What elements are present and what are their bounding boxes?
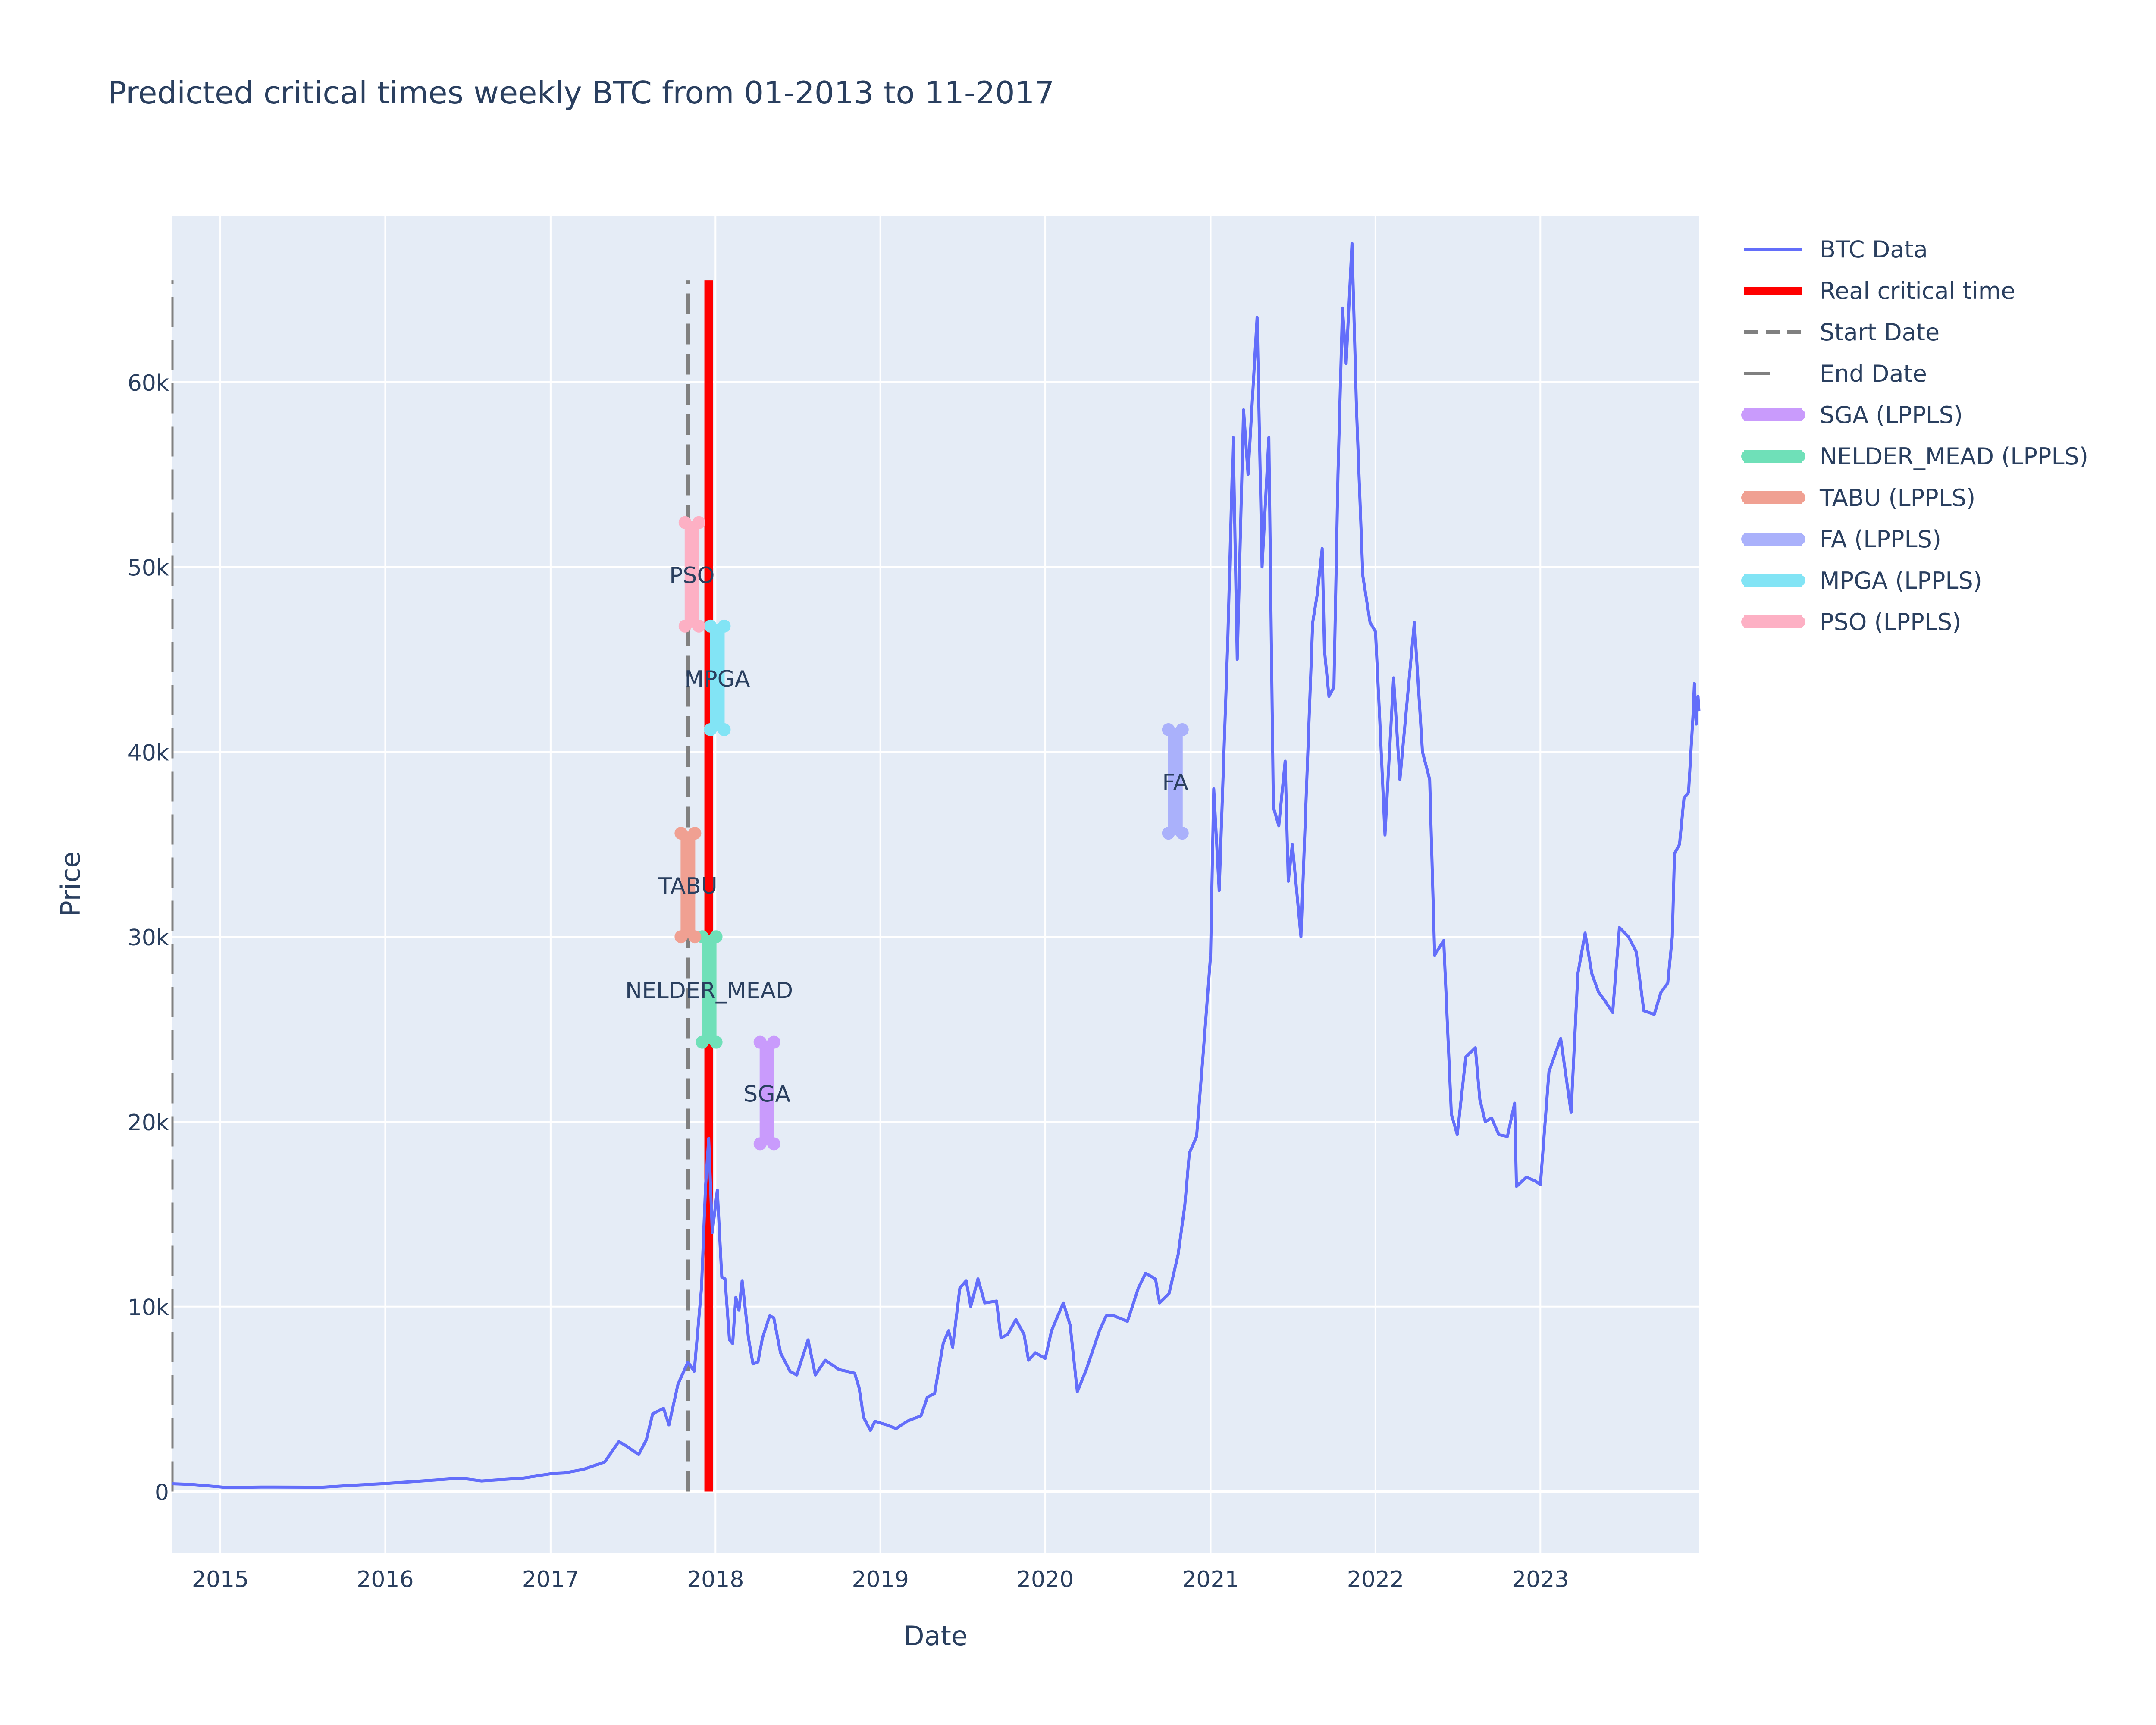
predictions: SGA NELDER_MEAD TABU FA MPGA PSO bbox=[625, 516, 1189, 1151]
prediction-marker bbox=[753, 1035, 767, 1049]
legend-marker bbox=[1794, 533, 1805, 545]
legend-marker bbox=[1741, 409, 1752, 420]
legend-label: Start Date bbox=[1820, 319, 1940, 346]
prediction-marker bbox=[1162, 723, 1175, 736]
btc-data-line bbox=[172, 242, 1701, 1489]
legend-item: TABU (LPPLS) bbox=[1741, 484, 1975, 511]
legend-marker bbox=[1794, 409, 1805, 420]
x-tick-label: 2023 bbox=[1512, 1567, 1569, 1593]
x-tick-label: 2017 bbox=[522, 1567, 579, 1593]
prediction-label: FA bbox=[1162, 770, 1188, 796]
legend-marker bbox=[1741, 575, 1752, 586]
x-axis-ticks: 2015 2016 2017 2018 2019 2020 2021 2022 2023 bbox=[192, 1567, 1569, 1593]
y-tick-label: 0 bbox=[155, 1480, 169, 1506]
legend-marker bbox=[1794, 451, 1805, 462]
prediction-marker bbox=[709, 930, 723, 944]
legend-item: PSO (LPPLS) bbox=[1741, 608, 1961, 636]
prediction-marker bbox=[718, 619, 731, 633]
legend-marker bbox=[1741, 492, 1752, 503]
prediction-fa: FA bbox=[1162, 723, 1189, 840]
grid bbox=[172, 216, 1699, 1552]
prediction-label: NELDER_MEAD bbox=[625, 978, 793, 1004]
prediction-marker bbox=[674, 827, 688, 840]
x-tick-label: 2019 bbox=[852, 1567, 909, 1593]
prediction-pso: PSO bbox=[669, 516, 714, 633]
prediction-marker bbox=[692, 516, 705, 529]
x-tick-label: 2016 bbox=[357, 1567, 414, 1593]
legend-item: MPGA (LPPLS) bbox=[1741, 567, 1982, 594]
legend-item: BTC Data bbox=[1744, 236, 1928, 263]
y-tick-label: 40k bbox=[128, 740, 169, 766]
prediction-marker bbox=[718, 723, 731, 736]
y-tick-label: 10k bbox=[128, 1295, 169, 1321]
legend-label: BTC Data bbox=[1820, 236, 1928, 263]
prediction-marker bbox=[696, 1035, 709, 1049]
prediction-mpga: MPGA bbox=[684, 619, 750, 736]
x-axis-label: Date bbox=[904, 1620, 968, 1652]
plot-area bbox=[172, 216, 1699, 1552]
prediction-label: SGA bbox=[743, 1082, 790, 1107]
legend-marker bbox=[1794, 575, 1805, 586]
prediction-marker bbox=[678, 619, 692, 633]
prediction-marker bbox=[1162, 827, 1175, 840]
prediction-marker bbox=[1175, 723, 1189, 736]
y-tick-label: 30k bbox=[128, 925, 169, 951]
x-tick-label: 2022 bbox=[1347, 1567, 1404, 1593]
legend: BTC Data Real critical time Start Date End … bbox=[1741, 236, 2088, 636]
legend-label: MPGA (LPPLS) bbox=[1820, 567, 1982, 594]
prediction-marker bbox=[709, 1035, 723, 1049]
legend-item: FA (LPPLS) bbox=[1741, 526, 1941, 553]
prediction-marker bbox=[767, 1137, 780, 1151]
legend-marker bbox=[1794, 616, 1805, 627]
prediction-tabu: TABU bbox=[658, 827, 718, 944]
y-axis-label: Price bbox=[55, 851, 86, 916]
y-tick-label: 50k bbox=[128, 555, 169, 581]
prediction-label: PSO bbox=[669, 563, 714, 589]
prediction-marker bbox=[704, 723, 717, 736]
x-tick-label: 2018 bbox=[687, 1567, 744, 1593]
legend-label: Real critical time bbox=[1820, 277, 2015, 304]
prediction-marker bbox=[767, 1035, 780, 1049]
legend-marker bbox=[1794, 492, 1805, 503]
x-tick-label: 2015 bbox=[192, 1567, 249, 1593]
prediction-marker bbox=[692, 619, 705, 633]
legend-label: SGA (LPPLS) bbox=[1820, 401, 1963, 429]
legend-item: NELDER_MEAD (LPPLS) bbox=[1741, 443, 2088, 470]
legend-label: PSO (LPPLS) bbox=[1820, 608, 1961, 636]
prediction-marker bbox=[688, 930, 702, 944]
prediction-nelder-mead: NELDER_MEAD bbox=[625, 930, 793, 1049]
prediction-marker bbox=[704, 619, 717, 633]
prediction-marker bbox=[674, 930, 688, 944]
legend-label: FA (LPPLS) bbox=[1820, 526, 1941, 553]
legend-label: NELDER_MEAD (LPPLS) bbox=[1820, 443, 2088, 470]
y-axis-ticks: 0 10k 20k 30k 40k 50k 60k bbox=[128, 370, 169, 1506]
prediction-marker bbox=[688, 827, 702, 840]
legend-label: End Date bbox=[1820, 360, 1927, 387]
prediction-label: MPGA bbox=[684, 666, 750, 692]
y-tick-label: 20k bbox=[128, 1110, 169, 1136]
legend-item: SGA (LPPLS) bbox=[1741, 401, 1963, 429]
legend-item: End Date bbox=[1744, 360, 1927, 387]
legend-marker bbox=[1741, 533, 1752, 545]
chart-title: Predicted critical times weekly BTC from… bbox=[108, 75, 1054, 111]
prediction-marker bbox=[678, 516, 692, 529]
legend-item: Start Date bbox=[1744, 319, 1940, 346]
prediction-marker bbox=[753, 1137, 767, 1151]
prediction-label: TABU bbox=[658, 873, 718, 899]
btc-series bbox=[172, 242, 1701, 1489]
prediction-sga: SGA bbox=[743, 1035, 791, 1151]
legend-marker bbox=[1741, 451, 1752, 462]
legend-marker bbox=[1741, 616, 1752, 627]
legend-label: TABU (LPPLS) bbox=[1819, 484, 1975, 511]
x-tick-label: 2020 bbox=[1017, 1567, 1074, 1593]
legend-item: Real critical time bbox=[1744, 277, 2015, 304]
x-tick-label: 2021 bbox=[1182, 1567, 1239, 1593]
prediction-marker bbox=[1175, 827, 1189, 840]
y-tick-label: 60k bbox=[128, 370, 169, 396]
